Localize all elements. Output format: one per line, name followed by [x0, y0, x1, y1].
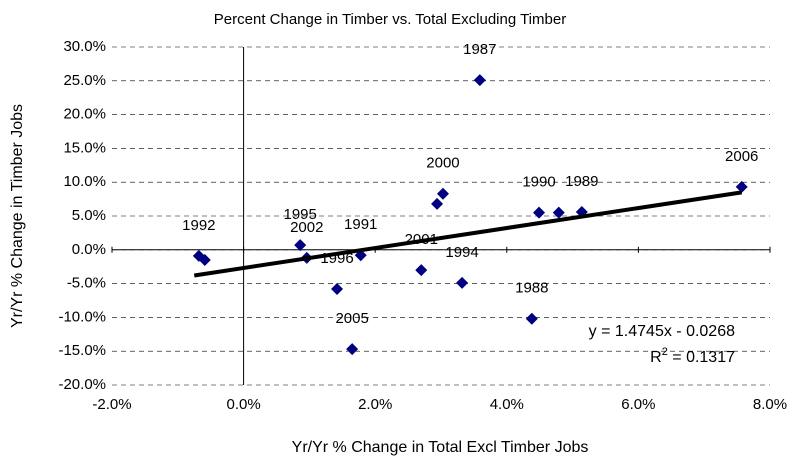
point-label: 2005: [335, 310, 368, 327]
point-label: 1991: [344, 216, 377, 233]
point: [331, 283, 344, 296]
r2-sup: 2: [662, 346, 668, 358]
r-squared: R2 = 0.1317: [650, 346, 735, 366]
x-tick-label: 8.0%: [753, 396, 787, 413]
chart-title: Percent Change in Timber vs. Total Exclu…: [214, 11, 566, 28]
y-tick-label: 5.0%: [72, 207, 106, 224]
r2-rest: = 0.1317: [668, 349, 735, 366]
y-tick-label: 0.0%: [72, 241, 106, 258]
point: [198, 253, 211, 266]
point: [552, 206, 565, 219]
y-tick-label: 15.0%: [63, 139, 106, 156]
point: [294, 239, 307, 252]
point-label: 1994: [445, 244, 478, 261]
y-tick-label: 25.0%: [63, 72, 106, 89]
y-tick-label: -20.0%: [58, 376, 106, 393]
point-label: 2002: [290, 219, 323, 236]
point: [346, 343, 359, 356]
x-tick-label: 0.0%: [226, 396, 260, 413]
point: [525, 312, 538, 325]
point-label: 1988: [515, 280, 548, 297]
r2-prefix: R: [650, 349, 662, 366]
y-tick-label: 30.0%: [63, 38, 106, 55]
point: [473, 74, 486, 87]
x-tick-label: -2.0%: [92, 396, 131, 413]
point: [431, 197, 444, 210]
x-tick-label: 4.0%: [490, 396, 524, 413]
point-label: 1990: [522, 174, 555, 191]
x-tick-label: 6.0%: [621, 396, 655, 413]
point: [533, 206, 546, 219]
y-tick-label: 20.0%: [63, 106, 106, 123]
trend-equation: y = 1.4745x - 0.0268: [589, 323, 735, 340]
x-axis-label: Yr/Yr % Change in Total Excl Timber Jobs: [292, 439, 589, 456]
y-tick-label: -5.0%: [67, 275, 106, 292]
y-tick-label: -15.0%: [58, 342, 106, 359]
x-tick-label: 2.0%: [358, 396, 392, 413]
point-label: 1989: [565, 173, 598, 190]
point: [436, 187, 449, 200]
point-label: 1987: [463, 41, 496, 58]
point: [415, 264, 428, 277]
point-label: 1995: [284, 206, 317, 223]
point-label: 1992: [182, 217, 215, 234]
point-label: 2006: [725, 148, 758, 165]
y-tick-label: -10.0%: [58, 308, 106, 325]
point-label: 2000: [426, 155, 459, 172]
point: [456, 276, 469, 289]
point: [735, 180, 748, 193]
trendline: [193, 190, 743, 278]
y-axis-label: Yr/Yr % Change in Timber Jobs: [9, 104, 26, 328]
y-tick-label: 10.0%: [63, 173, 106, 190]
